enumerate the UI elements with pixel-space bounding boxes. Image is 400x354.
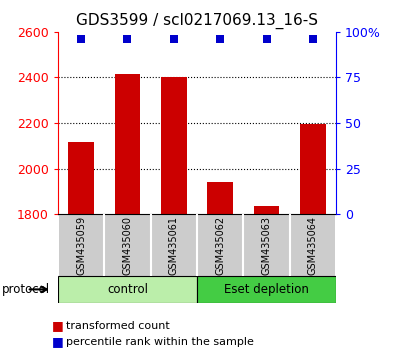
Point [263,36,270,41]
Bar [68,142,94,214]
Point [171,36,177,41]
Text: protocol: protocol [2,283,50,296]
Text: transformed count: transformed count [66,321,170,331]
Point [78,36,84,41]
Text: Eset depletion: Eset depletion [224,283,309,296]
Point [217,36,223,41]
Bar [105,215,150,275]
Text: percentile rank within the sample: percentile rank within the sample [66,337,254,347]
Text: ■: ■ [52,319,64,332]
Bar [290,215,335,275]
Bar [300,124,326,214]
Bar [197,276,336,303]
Bar [115,74,140,214]
Bar [254,206,279,214]
Title: GDS3599 / scl0217069.13_16-S: GDS3599 / scl0217069.13_16-S [76,13,318,29]
Bar [161,78,186,214]
Text: control: control [107,283,148,296]
Text: ■: ■ [52,335,64,348]
Text: GSM435063: GSM435063 [262,216,272,275]
Bar [59,215,104,275]
Text: GSM435062: GSM435062 [215,216,225,275]
Bar [152,215,196,275]
Bar [198,215,242,275]
Bar [208,182,233,214]
Text: GSM435061: GSM435061 [169,216,179,275]
Bar [58,276,197,303]
Bar [244,215,289,275]
Text: GSM435064: GSM435064 [308,216,318,275]
Text: GSM435059: GSM435059 [76,216,86,275]
Text: GSM435060: GSM435060 [122,216,132,275]
Point [310,36,316,41]
Point [124,36,131,41]
